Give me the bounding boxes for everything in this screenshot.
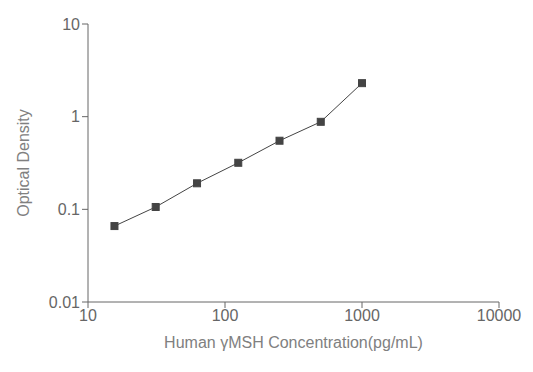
svg-text:10000: 10000	[477, 307, 522, 324]
svg-text:100: 100	[212, 307, 239, 324]
svg-text:1000: 1000	[344, 307, 380, 324]
svg-text:0.1: 0.1	[58, 201, 80, 218]
svg-text:10: 10	[79, 307, 97, 324]
svg-text:10: 10	[62, 16, 80, 33]
svg-text:1: 1	[71, 108, 80, 125]
svg-text:Optical Density: Optical Density	[15, 109, 32, 217]
svg-text:Human γMSH Concentration(pg/mL: Human γMSH Concentration(pg/mL)	[164, 334, 423, 351]
svg-text:0.01: 0.01	[49, 294, 80, 311]
